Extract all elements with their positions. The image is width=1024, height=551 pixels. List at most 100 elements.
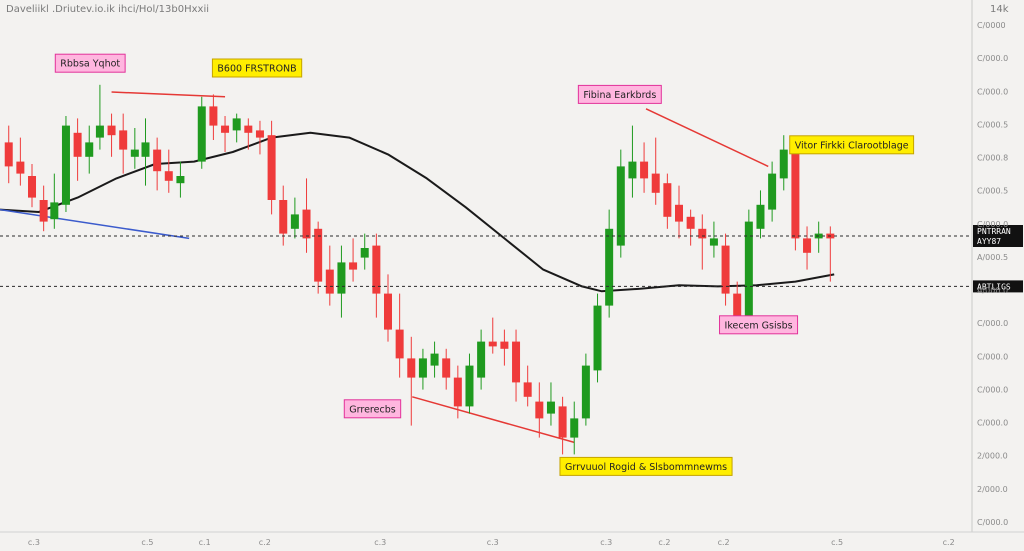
trend-line-2: [412, 396, 575, 444]
candle-body: [197, 106, 206, 162]
candle-body: [640, 161, 649, 179]
candle-body: [546, 401, 555, 414]
candle-29: [349, 238, 358, 282]
candle-body: [176, 176, 185, 184]
candle-body: [290, 214, 299, 229]
annotation-0: Rbbsa Yqhot: [54, 53, 126, 73]
y-tick-label: C/000.5: [977, 120, 1008, 129]
candle-body: [733, 293, 742, 318]
candle-body: [721, 245, 730, 294]
candle-body: [28, 176, 37, 198]
candle-body: [279, 200, 288, 234]
candle-body: [267, 135, 276, 200]
candle-19: [232, 113, 241, 143]
candle-27: [325, 245, 334, 306]
candle-body: [221, 125, 230, 133]
candle-11: [130, 128, 139, 169]
candle-35: [418, 348, 427, 390]
candle-body: [605, 228, 614, 306]
candle-body: [512, 341, 521, 383]
trend-line-1: [645, 108, 769, 168]
annotation-text: B600 FRSTRONB: [217, 64, 296, 75]
x-tick-label: c.3: [600, 538, 612, 547]
annotation-text: Fibina Earkbrds: [583, 90, 656, 101]
candle-body: [651, 173, 660, 193]
candle-40: [477, 329, 486, 390]
candle-body: [477, 341, 486, 378]
candle-body: [570, 418, 579, 438]
annotation-box: [577, 84, 662, 104]
candle-65: [768, 161, 777, 222]
y-tick-label: A/000.0: [977, 286, 1008, 295]
candle-30: [360, 233, 369, 270]
support-blue-line: [0, 208, 190, 240]
candle-57: [675, 185, 683, 239]
candle-body: [153, 149, 162, 172]
candle-5: [61, 116, 70, 212]
candle-61: [721, 233, 730, 306]
y-tick-label: C/000.0: [977, 385, 1008, 394]
candle-body: [558, 406, 567, 438]
candle-body: [698, 228, 707, 239]
candle-20: [244, 118, 253, 150]
x-tick-label: c.3: [487, 538, 499, 547]
candle-body: [255, 130, 264, 138]
candle-37: [442, 348, 451, 390]
candle-58: [686, 209, 695, 246]
candle-7: [85, 125, 94, 174]
trend-line-0: [111, 91, 226, 98]
candle-body: [768, 173, 777, 210]
candle-3: [39, 185, 48, 232]
y-tick-label: C/000.8: [977, 154, 1008, 163]
candle-body: [119, 130, 128, 150]
candle-16: [197, 96, 206, 169]
price-tag-text: ABTLIGS: [977, 282, 1011, 291]
candle-body: [61, 125, 70, 205]
candle-body: [500, 341, 509, 349]
candle-41: [488, 317, 497, 354]
candle-body: [95, 125, 104, 138]
x-tick-label: c.2: [943, 538, 955, 547]
candle-28: [337, 245, 346, 318]
candle-body: [418, 358, 427, 378]
candle-51: [605, 209, 614, 318]
candle-34: [407, 336, 416, 426]
y-tick-label: C/000.0: [977, 220, 1008, 229]
x-tick-label: c.2: [718, 538, 730, 547]
candle-body: [791, 149, 800, 239]
candle-1: [16, 137, 25, 186]
candle-body: [709, 238, 718, 246]
candle-body: [453, 377, 462, 407]
candle-46: [546, 382, 555, 426]
candle-26: [314, 221, 323, 294]
candle-6: [73, 118, 82, 181]
candle-55: [651, 137, 660, 205]
candle-39: [465, 353, 474, 414]
candle-45: [535, 382, 544, 438]
candle-68: [803, 226, 812, 270]
candle-body: [756, 204, 765, 229]
x-tick-label: c.5: [141, 538, 153, 547]
x-tick-label: c.3: [28, 538, 40, 547]
candle-8: [95, 84, 104, 150]
candle-64: [756, 190, 765, 239]
annotation-box: [719, 315, 799, 335]
candle-50: [593, 293, 602, 383]
candle-body: [164, 171, 173, 181]
candle-44: [523, 365, 532, 407]
candle-17: [209, 94, 218, 140]
candle-66: [779, 135, 788, 191]
candle-body: [395, 329, 404, 359]
candle-21: [255, 120, 264, 155]
candle-body: [4, 142, 13, 167]
candle-body: [384, 293, 392, 330]
candle-body: [430, 353, 439, 366]
y-tick-label: C/000.0: [977, 352, 1008, 361]
candle-body: [616, 166, 625, 246]
candle-32: [384, 274, 392, 342]
candle-body: [581, 365, 590, 419]
y-tick-label: C/000.0: [977, 54, 1008, 63]
annotation-3: Vitor Firkki Clarootblage: [789, 135, 915, 155]
candle-body: [360, 248, 369, 258]
